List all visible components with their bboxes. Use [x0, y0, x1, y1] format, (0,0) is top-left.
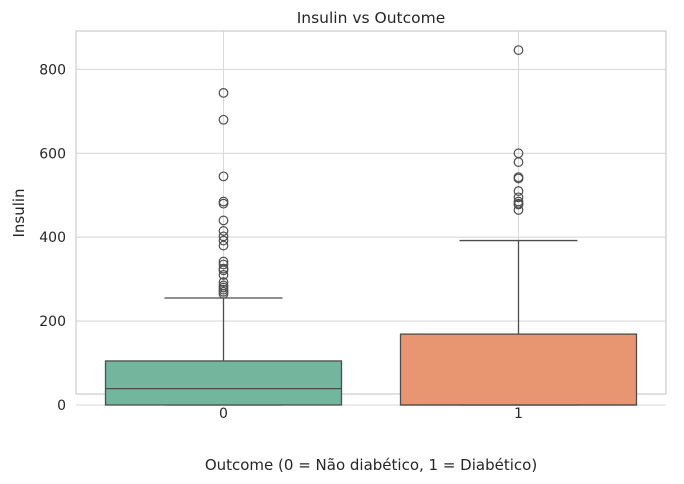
outlier-point: [218, 288, 229, 299]
box-0: [104, 87, 343, 406]
y-tick-labels: 0 200 400 600 800: [39, 62, 66, 414]
outlier-point: [218, 171, 229, 182]
y-tick-label: 0: [57, 398, 66, 414]
outlier-point: [513, 192, 524, 203]
outlier-point: [218, 198, 229, 209]
chart-title: Insulin vs Outcome: [297, 9, 446, 27]
x-tick-label: 0: [219, 406, 228, 422]
y-tick-label: 600: [39, 146, 66, 162]
outlier-point: [218, 226, 229, 236]
outlier-point: [513, 45, 524, 56]
outlier-point: [218, 277, 229, 287]
outlier-point: [218, 87, 229, 98]
outlier-point: [513, 205, 524, 215]
outlier-point: [218, 270, 229, 280]
x-tick-label: 1: [514, 406, 523, 422]
outlier-point: [218, 114, 229, 125]
outlier-point: [513, 186, 524, 196]
plot-frame: [75, 30, 667, 395]
box-1: [399, 45, 638, 406]
gridlines: [76, 31, 666, 406]
y-tick-label: 800: [39, 62, 66, 78]
boxes: [104, 45, 638, 406]
y-tick-label: 200: [39, 314, 66, 330]
y-tick-label: 400: [39, 230, 66, 246]
x-axis-label: Outcome (0 = Não diabético, 1 = Diabétic…: [205, 456, 537, 474]
outlier-point: [218, 265, 229, 276]
outlier-point: [513, 199, 524, 210]
outlier-point: [218, 215, 229, 226]
iqr-box: [399, 333, 638, 406]
iqr-box: [104, 360, 343, 406]
outlier-point: [218, 231, 229, 242]
outlier-point: [218, 240, 229, 251]
outlier-point: [218, 235, 229, 246]
outlier-point: [218, 259, 229, 270]
outlier-point: [513, 173, 524, 184]
outlier-point: [513, 157, 524, 168]
y-axis-label: Insulin: [10, 188, 28, 237]
